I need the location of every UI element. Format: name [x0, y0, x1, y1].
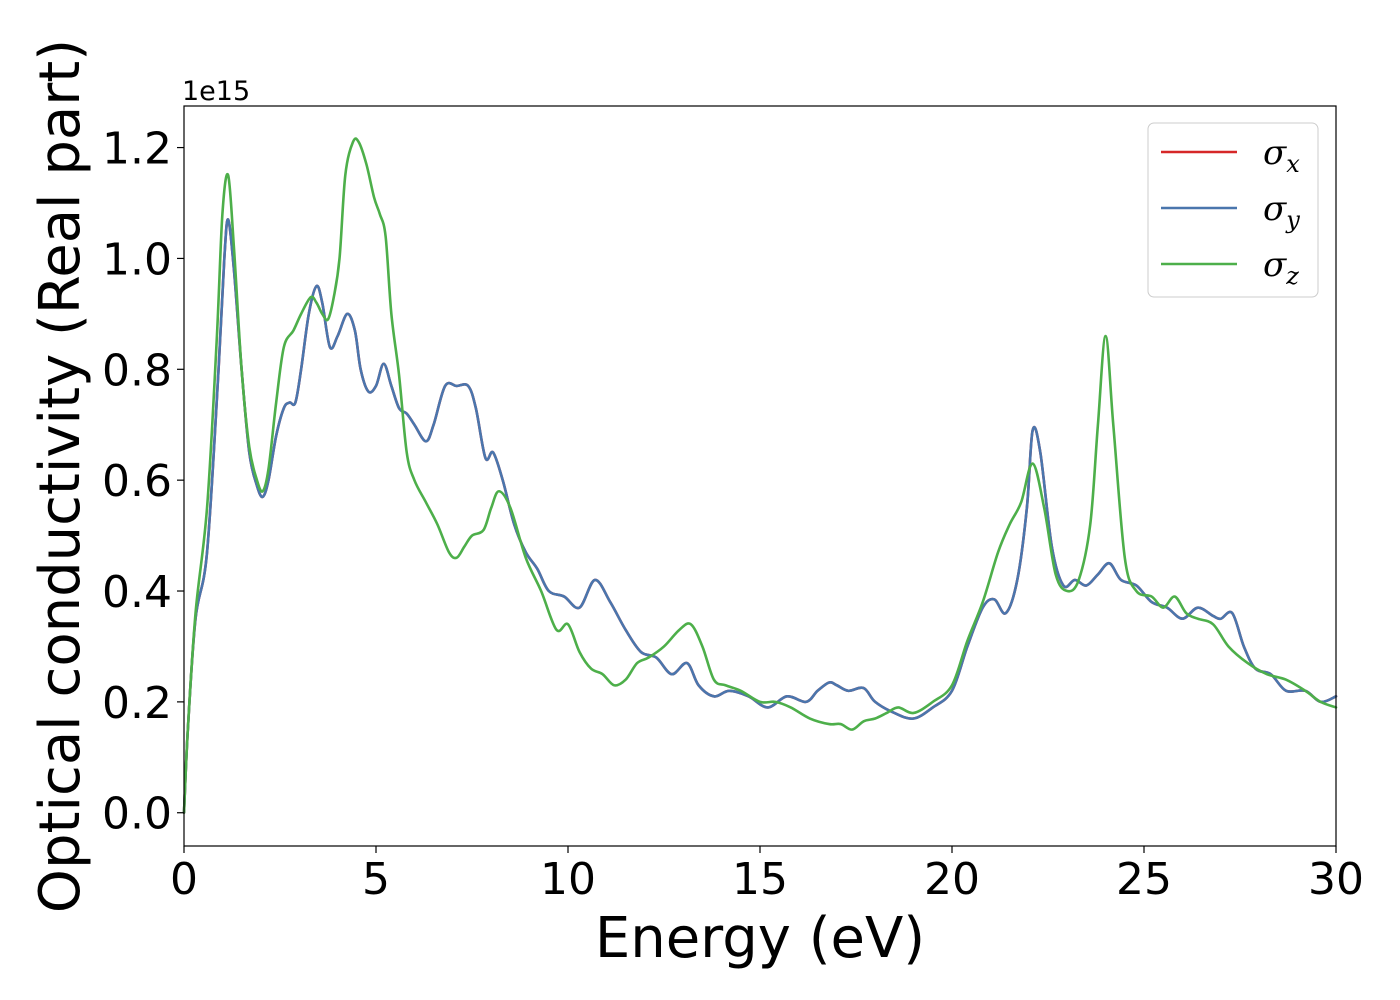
legend-box [1147, 122, 1319, 298]
x-tick-label: 0 [170, 854, 198, 905]
x-axis-title: Energy (eV) [595, 906, 925, 971]
legend-label-sigma-z: σz [1263, 245, 1299, 290]
y-axis-ticks: 0.0 0.2 0.4 0.6 0.8 1.0 1.2 [102, 124, 184, 840]
series-line-sigma-y [182, 218, 1338, 815]
legend-subscript: y [1285, 206, 1300, 234]
x-tick-label: 5 [362, 854, 390, 905]
x-tick-label: 25 [1116, 854, 1172, 905]
y-tick-label: 1.2 [102, 124, 172, 175]
y-tick-label: 0.2 [102, 678, 172, 729]
x-axis-ticks: 0 5 10 15 20 25 30 [170, 846, 1364, 905]
legend-symbol: σ [1263, 189, 1287, 229]
legend-subscript: z [1285, 262, 1299, 290]
y-axis-title: Optical conductivity (Real part) [28, 39, 93, 913]
x-tick-label: 15 [732, 854, 788, 905]
legend-subscript: x [1286, 150, 1300, 178]
y-tick-label: 0.4 [102, 567, 172, 618]
x-tick-label: 10 [540, 854, 596, 905]
x-tick-label: 30 [1308, 854, 1364, 905]
legend-symbol: σ [1263, 245, 1287, 285]
y-tick-label: 1.0 [102, 234, 172, 285]
y-tick-label: 0.6 [102, 456, 172, 507]
plot-area [184, 106, 1336, 846]
series-line-sigma-z [182, 137, 1338, 815]
legend-label-sigma-x: σx [1263, 133, 1300, 178]
legend-label-sigma-y: σy [1263, 189, 1300, 234]
y-tick-label: 0.8 [102, 345, 172, 396]
x-tick-label: 20 [924, 854, 980, 905]
y-tick-label: 0.0 [102, 789, 172, 840]
series-layer [182, 137, 1338, 815]
legend-symbol: σ [1263, 133, 1287, 173]
y-offset-label: 1e15 [182, 76, 250, 107]
